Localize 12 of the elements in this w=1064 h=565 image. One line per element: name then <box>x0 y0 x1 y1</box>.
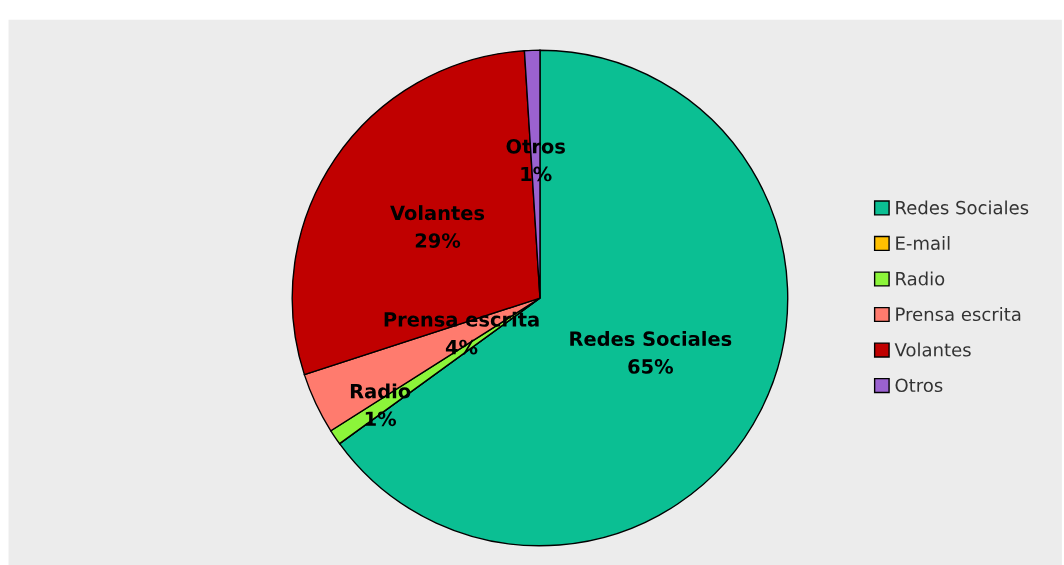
slice-label: Volantes <box>390 205 485 221</box>
slice-label: Otros <box>506 138 565 154</box>
legend-label: Redes Sociales <box>896 200 1029 215</box>
legend-label: Prensa escrita <box>896 307 1021 322</box>
legend-label: Otros <box>895 378 943 393</box>
legend-label: E-mail <box>896 236 950 250</box>
legend-label: Volantes <box>894 342 971 357</box>
data-label: 29% <box>415 233 461 248</box>
data-label: 65% <box>628 359 673 374</box>
data-label: 1% <box>521 166 552 182</box>
legend-label: Radio <box>896 271 945 286</box>
slice-label: Redes Sociales <box>570 331 732 347</box>
